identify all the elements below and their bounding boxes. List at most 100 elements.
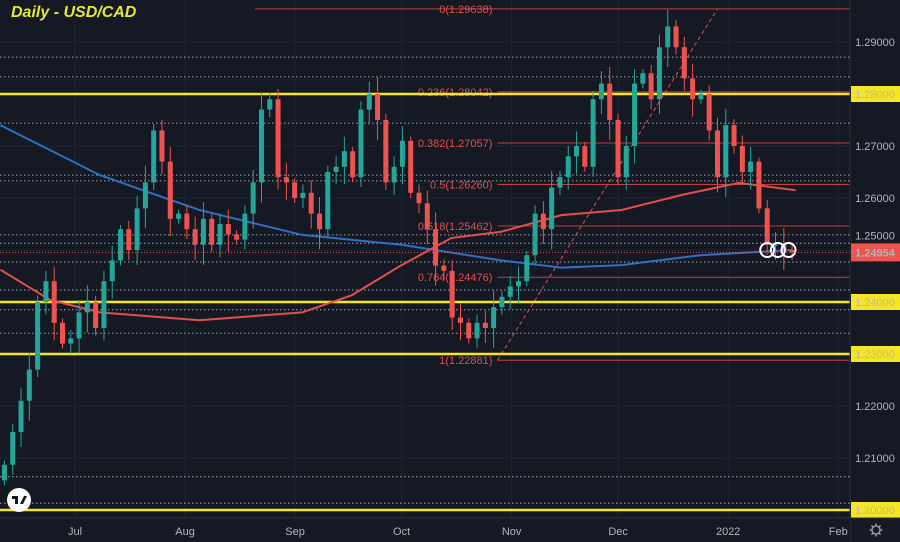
candle-body [292, 182, 298, 198]
candle [416, 184, 422, 214]
candle [491, 290, 497, 348]
candle [441, 259, 447, 279]
candle-body [200, 218, 206, 245]
gear-icon[interactable] [869, 523, 883, 537]
level-price-label: 1.23000 [855, 349, 895, 361]
candle [474, 314, 480, 349]
candle-body [366, 94, 372, 110]
candle [109, 245, 115, 299]
fib-level-label: 1(1.22881) [439, 355, 492, 367]
candle [325, 165, 331, 237]
candle-body [375, 94, 381, 120]
candle [408, 136, 414, 198]
time-tick-label: Sep [285, 526, 305, 538]
candle [26, 352, 32, 421]
candle-body [167, 161, 173, 219]
candle [656, 34, 662, 115]
candle-body [391, 166, 397, 183]
candle-body [714, 130, 720, 178]
fib-level-label: 0.764(1.24476) [418, 272, 493, 284]
candle [10, 423, 16, 475]
price-tick-label: 1.22000 [855, 401, 895, 413]
candle-body [640, 73, 646, 84]
level-price-badge [851, 346, 900, 362]
price-tick-label: 1.27000 [855, 141, 895, 153]
candle [665, 9, 671, 68]
gear-icon-tooth [870, 532, 874, 536]
candle [84, 285, 90, 333]
candle-body [607, 83, 613, 120]
candle [308, 180, 314, 229]
candle-body [267, 99, 273, 110]
candle [756, 157, 762, 214]
candle [449, 260, 455, 331]
time-tick-label: 2022 [716, 526, 740, 538]
candle-body [134, 208, 140, 250]
candle-body [126, 229, 132, 250]
candle-body [341, 151, 347, 167]
candle [540, 201, 546, 245]
candle-body [441, 265, 447, 271]
candle [582, 141, 588, 172]
gear-icon-tooth [870, 524, 874, 528]
candle-body [565, 156, 571, 178]
marker-circle [769, 242, 786, 258]
candle [648, 64, 654, 110]
candle-body [706, 94, 712, 131]
candle-body [665, 26, 671, 48]
candle-body [176, 213, 182, 219]
candle-body [681, 47, 687, 79]
candle-body [748, 161, 754, 172]
candle-body [59, 322, 65, 344]
candle [200, 202, 206, 265]
candle [424, 190, 430, 245]
candle-body [308, 192, 314, 214]
candle [375, 77, 381, 140]
level-price-label: 1.20000 [855, 505, 895, 517]
level-price-badge [851, 294, 900, 310]
candle [723, 108, 729, 198]
candle-body [557, 177, 563, 188]
candle [250, 169, 256, 229]
candle-body [51, 281, 57, 323]
candle [300, 184, 306, 208]
candle-body [68, 338, 74, 344]
time-tick-label: Feb [829, 526, 848, 538]
candle [167, 147, 173, 237]
candle [764, 200, 770, 255]
candle [499, 290, 505, 315]
candle-body [209, 218, 215, 245]
candle [341, 136, 347, 185]
candle-body [101, 281, 107, 328]
candle-body [789, 250, 795, 253]
candle-body [250, 182, 256, 214]
candle-body [540, 213, 546, 230]
candle [142, 165, 148, 229]
candle-body [184, 213, 190, 230]
fib-trend-line [497, 8, 718, 361]
candle-body [109, 260, 115, 282]
candle-body [1, 464, 7, 481]
candle [607, 66, 613, 140]
candle [366, 81, 372, 125]
candle-body [84, 302, 90, 313]
candle-body [574, 146, 580, 157]
candle [524, 251, 530, 287]
candle [234, 230, 240, 245]
candle [51, 266, 57, 341]
candle-body [283, 177, 289, 183]
candle-body [773, 244, 779, 246]
candle-body [482, 322, 488, 328]
candle [126, 220, 132, 260]
candle-body [524, 255, 530, 282]
candle [101, 270, 107, 341]
candle-body [225, 224, 231, 235]
candle [632, 69, 638, 164]
candle [690, 63, 696, 117]
candle [225, 209, 231, 252]
candle [383, 113, 389, 190]
candle [748, 147, 754, 190]
candle-body [756, 161, 762, 209]
